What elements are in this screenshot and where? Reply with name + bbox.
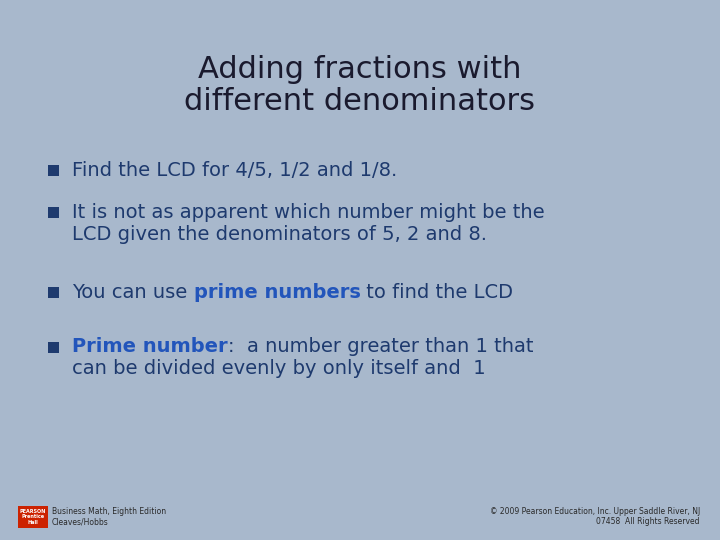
Bar bbox=[48, 207, 59, 218]
Text: You can use: You can use bbox=[72, 282, 194, 301]
Text: PEARSON
Prentice
Hall: PEARSON Prentice Hall bbox=[20, 509, 46, 525]
Bar bbox=[18, 506, 48, 528]
Text: Business Math, Eighth Edition: Business Math, Eighth Edition bbox=[52, 508, 166, 516]
Text: prime numbers: prime numbers bbox=[194, 282, 361, 301]
Bar bbox=[48, 165, 59, 176]
Text: Cleaves/Hobbs: Cleaves/Hobbs bbox=[52, 517, 109, 526]
Text: Prime number: Prime number bbox=[72, 338, 228, 356]
Text: :  a number greater than 1 that: : a number greater than 1 that bbox=[228, 338, 533, 356]
Text: can be divided evenly by only itself and  1: can be divided evenly by only itself and… bbox=[72, 360, 485, 379]
Text: to find the LCD: to find the LCD bbox=[361, 282, 513, 301]
Bar bbox=[48, 342, 59, 353]
Text: different denominators: different denominators bbox=[184, 87, 536, 117]
Text: It is not as apparent which number might be the: It is not as apparent which number might… bbox=[72, 202, 544, 221]
Text: 07458  All Rights Reserved: 07458 All Rights Reserved bbox=[596, 517, 700, 526]
Text: Adding fractions with: Adding fractions with bbox=[198, 56, 522, 84]
Text: © 2009 Pearson Education, Inc. Upper Saddle River, NJ: © 2009 Pearson Education, Inc. Upper Sad… bbox=[490, 508, 700, 516]
Bar bbox=[48, 287, 59, 298]
Text: LCD given the denominators of 5, 2 and 8.: LCD given the denominators of 5, 2 and 8… bbox=[72, 225, 487, 244]
Text: Find the LCD for 4/5, 1/2 and 1/8.: Find the LCD for 4/5, 1/2 and 1/8. bbox=[72, 160, 397, 179]
